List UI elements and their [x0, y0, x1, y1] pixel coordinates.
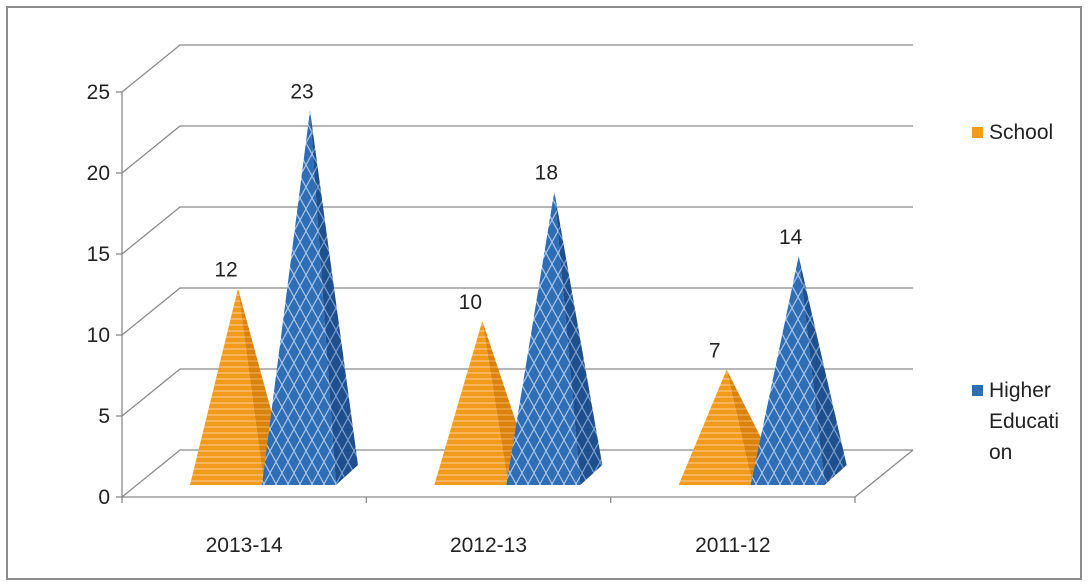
bar-front-face	[190, 288, 264, 485]
legend-swatch-school	[972, 127, 983, 138]
gridline	[121, 368, 913, 417]
data-label: 14	[779, 226, 803, 249]
bar-front-face	[262, 110, 336, 486]
x-tick-label: 2013-14	[206, 534, 283, 557]
bar-front-face	[750, 256, 825, 485]
bar-higher-education-2013-14	[262, 110, 358, 486]
x-tick-label: 2012-13	[450, 534, 527, 557]
bar-higher-education-2011-12	[750, 256, 847, 485]
gridline	[121, 287, 913, 336]
bar-side-face	[798, 256, 847, 485]
y-tick-label: 0	[98, 486, 110, 509]
bar-side-face	[554, 191, 603, 485]
bar-front-face	[506, 191, 581, 485]
x-tick-label: 2011-12	[695, 534, 771, 557]
bar-side-face	[310, 110, 358, 486]
gridline	[121, 449, 913, 498]
data-label: 23	[290, 80, 313, 103]
bar-higher-education-2012-13	[506, 191, 603, 485]
y-tick-label: 15	[87, 243, 110, 266]
legend-swatch-higher-education	[972, 385, 983, 396]
data-label: 7	[709, 340, 721, 363]
gridline	[121, 125, 913, 174]
y-tick-label: 5	[98, 405, 110, 428]
gridline	[121, 206, 913, 255]
data-label: 12	[214, 259, 237, 282]
y-tick-label: 25	[87, 81, 110, 104]
bar-front-face	[678, 369, 753, 485]
legend-label-higher-education: Higher Educati on	[989, 379, 1060, 464]
data-label: 10	[459, 291, 482, 314]
bar-front-face	[434, 321, 509, 485]
data-label: 18	[535, 161, 558, 184]
legend-label-school: School	[989, 121, 1054, 144]
y-tick-label: 20	[87, 162, 110, 185]
gridline	[121, 44, 913, 93]
y-tick-label: 10	[87, 324, 110, 347]
